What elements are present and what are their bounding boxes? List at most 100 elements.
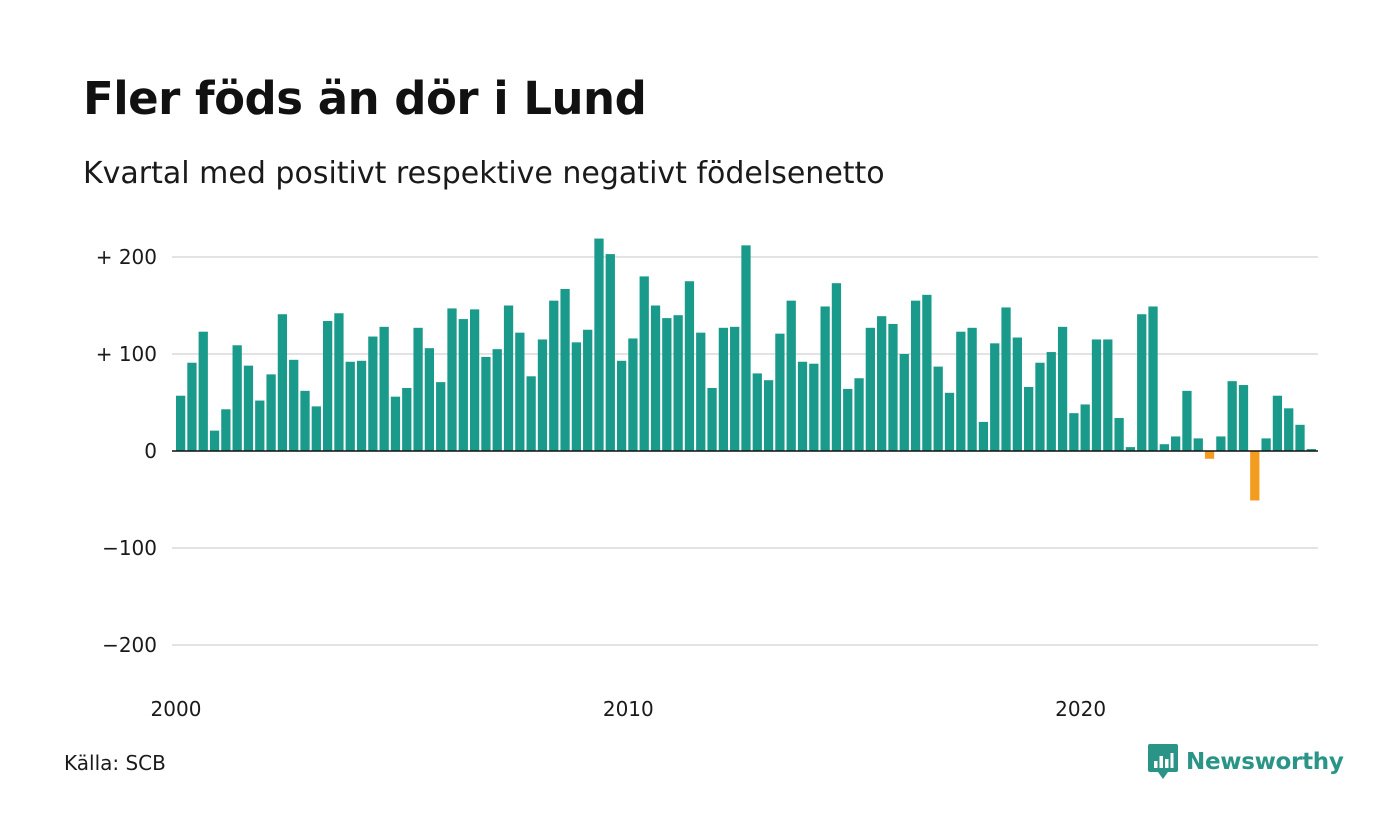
bar-positive bbox=[289, 359, 299, 451]
bar-positive bbox=[1114, 418, 1124, 451]
y-tick-label: + 100 bbox=[96, 342, 157, 366]
bar-positive bbox=[786, 300, 796, 451]
bar-positive bbox=[933, 366, 943, 451]
bar-positive bbox=[831, 283, 842, 451]
bar-positive bbox=[662, 318, 672, 451]
bar-positive bbox=[684, 281, 695, 451]
bar-positive bbox=[763, 380, 774, 451]
bar-positive bbox=[255, 400, 265, 451]
y-tick-label: −200 bbox=[102, 633, 157, 657]
bar-positive bbox=[345, 361, 355, 451]
bar-positive bbox=[1182, 390, 1192, 451]
bar-negative bbox=[1250, 451, 1260, 501]
bar-positive bbox=[616, 360, 627, 451]
bar-positive bbox=[899, 354, 909, 451]
bar-positive bbox=[605, 254, 615, 451]
bar-positive bbox=[176, 395, 186, 451]
bar-positive bbox=[967, 327, 977, 451]
bar-positive bbox=[809, 363, 819, 451]
bar-positive bbox=[1295, 424, 1305, 451]
bar-positive bbox=[673, 315, 683, 451]
bar-positive bbox=[1057, 326, 1068, 451]
bar-positive bbox=[458, 319, 468, 451]
bar-positive bbox=[843, 388, 853, 451]
bar-positive bbox=[549, 300, 559, 451]
bar-positive bbox=[594, 238, 604, 451]
x-tick-label: 2000 bbox=[151, 697, 202, 721]
bar-positive bbox=[209, 430, 220, 451]
bar-positive bbox=[379, 326, 389, 451]
bar-positive bbox=[243, 365, 254, 451]
bar-positive bbox=[436, 382, 446, 451]
bar-positive bbox=[1012, 337, 1022, 451]
bar-positive bbox=[198, 331, 208, 451]
newsworthy-logo-icon bbox=[1148, 744, 1178, 779]
bar-positive bbox=[944, 392, 955, 451]
bars bbox=[176, 238, 1316, 501]
bar-positive bbox=[820, 306, 830, 451]
bar-positive bbox=[322, 321, 333, 451]
bar-positive bbox=[1103, 339, 1113, 451]
bar-positive bbox=[526, 376, 536, 451]
bar-positive bbox=[990, 343, 1000, 451]
bar-positive bbox=[1035, 362, 1045, 451]
bar-positive bbox=[922, 294, 932, 451]
bar-positive bbox=[1091, 339, 1102, 451]
bar-positive bbox=[187, 362, 197, 451]
bar-positive bbox=[696, 332, 706, 451]
y-tick-label: −100 bbox=[102, 536, 157, 560]
bar-positive bbox=[752, 373, 762, 451]
bar-positive bbox=[537, 339, 548, 451]
bar-positive bbox=[865, 327, 875, 451]
bar-positive bbox=[469, 309, 480, 451]
bar-positive bbox=[334, 313, 344, 451]
bar-positive bbox=[1272, 395, 1283, 451]
chart-title: Fler föds än dör i Lund bbox=[83, 72, 647, 125]
bar-positive bbox=[1227, 381, 1237, 451]
bar-positive bbox=[1159, 444, 1169, 451]
bar-positive bbox=[978, 421, 989, 451]
bar-positive bbox=[583, 329, 593, 451]
bar-positive bbox=[1046, 352, 1056, 451]
bar-positive bbox=[356, 360, 367, 451]
bar-positive bbox=[447, 308, 457, 451]
bar-positive bbox=[492, 349, 502, 451]
bar-positive bbox=[571, 342, 582, 451]
bar-positive bbox=[628, 338, 638, 451]
bar-positive bbox=[1284, 408, 1294, 451]
bar-positive bbox=[1001, 307, 1011, 451]
bar-positive bbox=[560, 289, 570, 451]
bar-positive bbox=[1125, 447, 1136, 451]
bar-positive bbox=[1024, 386, 1034, 451]
bar-positive bbox=[402, 387, 412, 451]
bar-positive bbox=[1306, 449, 1316, 451]
bar-positive bbox=[1069, 413, 1079, 451]
bar-positive bbox=[300, 390, 310, 451]
bar-positive bbox=[650, 305, 661, 451]
bar-positive bbox=[390, 396, 401, 451]
bar-positive bbox=[221, 409, 231, 451]
bar-positive bbox=[1137, 314, 1147, 451]
bar-positive bbox=[1238, 385, 1249, 451]
bar-positive bbox=[413, 327, 423, 451]
bar-positive bbox=[730, 326, 740, 451]
bar-positive bbox=[741, 245, 751, 451]
y-tick-label: 0 bbox=[144, 439, 157, 463]
bar-positive bbox=[1171, 436, 1181, 451]
bar-positive bbox=[888, 323, 898, 451]
bar-positive bbox=[639, 276, 649, 451]
x-tick-label: 2020 bbox=[1055, 697, 1106, 721]
bar-positive bbox=[877, 316, 887, 451]
bar-positive bbox=[424, 348, 435, 451]
bar-negative bbox=[1204, 451, 1215, 459]
bar-positive bbox=[515, 332, 525, 451]
bar-positive bbox=[368, 336, 378, 451]
axes: + 200 + 100 0 −100 −200 2000 2010 2020 bbox=[96, 245, 1318, 721]
bar-chart: + 200 + 100 0 −100 −200 2000 2010 2020 bbox=[96, 238, 1318, 721]
bar-positive bbox=[1148, 306, 1158, 451]
bar-positive bbox=[956, 331, 966, 451]
bar-positive bbox=[910, 300, 921, 451]
y-tick-label: + 200 bbox=[96, 245, 157, 269]
bar-positive bbox=[311, 406, 321, 451]
bar-positive bbox=[1261, 438, 1271, 451]
